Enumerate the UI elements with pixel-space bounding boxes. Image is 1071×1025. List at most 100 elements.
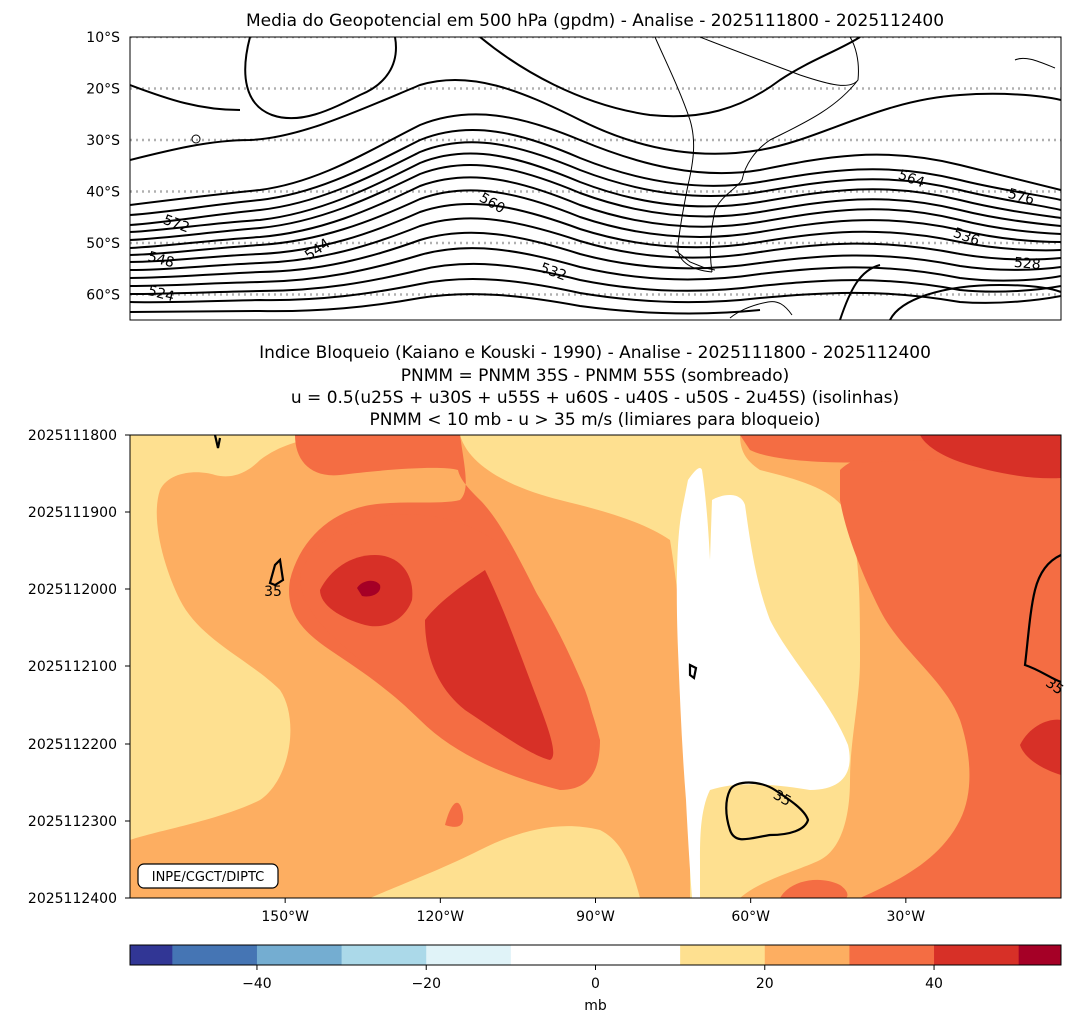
date-tick-5: 2025112300 [28,814,117,830]
date-y-ticks: 2025111800 2025111900 2025112000 2025112… [28,428,130,907]
colorbar-segment [426,945,512,965]
wind-contour-west [268,557,285,587]
bottom-title-line-1: Indice Bloqueio (Kaiano e Kouski - 1990)… [259,343,931,363]
colorbar-segment [341,945,427,965]
contour-540 [130,231,1061,279]
credit-text: INPE/CGCT/DIPTC [152,870,264,885]
lon-tick-label: 120°W [417,909,465,925]
credit-box: INPE/CGCT/DIPTC [137,863,279,889]
colorbar: −40 −20 0 20 40 mb [129,944,1062,1014]
island-pacific [191,134,201,144]
contour-548 [130,202,1061,263]
shade-30-40-east [840,440,1061,898]
contour-564 [130,152,1061,233]
contour-528 [130,278,1061,304]
contour-520 [889,283,1061,320]
lat-tick-40s: 40°S [86,185,120,201]
contour-label-524: 524 [146,283,176,305]
hovmoller-area [130,435,1061,898]
colorbar-segment [1018,945,1062,965]
colorbar-segment [595,945,681,965]
colorbar-segment [934,945,1020,965]
contour-544 [130,217,1061,271]
longitude-x-ticks: 150°W 120°W 90°W 60°W 30°W [261,898,925,925]
shade-0-10 [676,468,850,898]
contour-low-right [839,264,881,320]
contour-label-528: 528 [1013,255,1041,273]
wind-contour-east [1023,553,1062,684]
top-plot-frame [129,36,1062,321]
contour-label-576: 576 [1006,186,1036,208]
lat-tick-30s: 30°S [86,133,120,149]
bottom-title-line-2: PNMM = PNMM 35S - PNMM 55S (sombreado) [401,366,790,386]
top-map-area: 572 548 544 524 560 532 564 536 576 528 [130,37,1061,320]
date-tick-6: 2025112400 [28,891,117,907]
wind-label-west: 35 [264,584,282,600]
wind-contours [213,434,1062,841]
africa-south-coast [1014,57,1056,69]
lon-tick-label: 150°W [261,909,309,925]
date-tick-2: 2025112000 [28,582,117,598]
colorbar-tick-label: −40 [242,976,272,992]
contour-532 [130,262,1061,295]
geopotential-contours [130,37,1061,320]
lat-tick-50s: 50°S [86,236,120,252]
colorbar-segment [172,945,258,965]
date-tick-1: 2025111900 [28,505,117,521]
colorbar-segment [764,945,850,965]
tierra-del-fuego [674,249,716,271]
coastlines [191,37,1056,319]
contour-560 [130,163,1061,241]
top-chart-title: Media do Geopotencial em 500 hPa (gpdm) … [246,11,944,31]
shade-40-50-topright [920,435,1061,479]
credit-box-frame [137,863,279,889]
contour-524 [130,293,761,315]
bottom-title-line-4: PNMM < 10 mb - u > 35 m/s (limiares para… [370,410,821,430]
lon-tick-label: 30°W [886,909,925,925]
colorbar-label: mb [584,998,607,1014]
colorbar-tick-label: 40 [925,976,943,992]
lat-tick-10s: 10°S [86,30,120,46]
colorbar-segment [849,945,935,965]
colorbar-segment [256,945,343,965]
contour-536 [130,247,1061,287]
shade-40-50-right [1020,719,1061,775]
contour-576 [130,113,1061,206]
date-tick-4: 2025112200 [28,737,117,753]
south-america-west-coast [654,37,713,273]
date-tick-0: 2025111800 [28,428,117,444]
bottom-chart-title: Indice Bloqueio (Kaiano e Kouski - 1990)… [259,343,931,430]
wind-label-south: 35 [770,787,793,810]
colorbar-segment [510,945,596,965]
south-america-east-coast [699,37,859,273]
colorbar-segment [680,945,766,965]
colorbar-tick-label: −20 [411,976,441,992]
wind-contour-mid [688,663,698,680]
top-y-ticks: 10°S 20°S 30°S 40°S 50°S 60°S [86,30,120,304]
lon-tick-label: 60°W [731,909,770,925]
shade-50-55-center [357,580,381,597]
bottom-title-line-3: u = 0.5(u25S + u30S + u55S + u60S - u40S… [291,388,899,408]
wind-contour-south [725,781,810,841]
lat-tick-20s: 20°S [86,82,120,98]
contour-572 [130,128,1061,216]
colorbar-segment [130,945,173,965]
shade-30-40-smallblob [445,802,464,827]
contour-580 [130,78,1061,161]
colorbar-tick-label: 0 [591,976,600,992]
contour-584c [479,37,861,118]
contour-568 [130,141,1061,226]
contour-label-548: 548 [146,249,176,271]
wind-contour-topleft [213,434,222,449]
colorbar-tick-label: 20 [756,976,774,992]
contour-552 [130,189,1061,256]
shade-40-50-center [425,570,554,760]
contour-584 [244,37,397,120]
shade-30-40-bottom [780,879,848,898]
lat-tick-60s: 60°S [86,288,120,304]
contour-556 [130,176,1061,249]
lon-tick-label: 90°W [576,909,615,925]
contour-584b [130,84,241,111]
date-tick-3: 2025112100 [28,659,117,675]
